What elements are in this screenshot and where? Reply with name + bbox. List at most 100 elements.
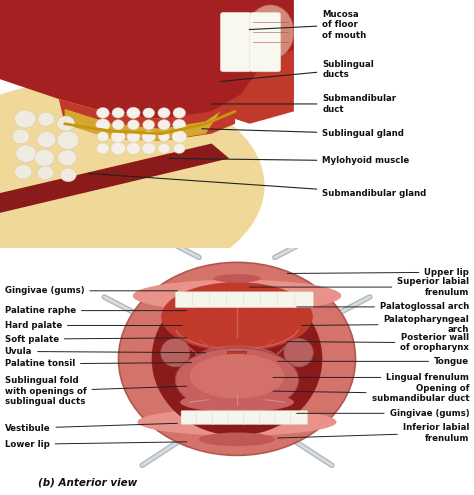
Ellipse shape bbox=[161, 282, 313, 351]
Ellipse shape bbox=[161, 339, 190, 367]
Text: Vestibule: Vestibule bbox=[5, 423, 177, 433]
FancyBboxPatch shape bbox=[227, 292, 245, 308]
Circle shape bbox=[158, 132, 170, 142]
Ellipse shape bbox=[194, 346, 280, 375]
Polygon shape bbox=[228, 351, 246, 369]
Text: Soft palate: Soft palate bbox=[5, 335, 187, 344]
Circle shape bbox=[15, 165, 32, 179]
Circle shape bbox=[60, 168, 76, 182]
Ellipse shape bbox=[180, 392, 294, 412]
Text: Lower lip: Lower lip bbox=[5, 440, 187, 449]
FancyBboxPatch shape bbox=[175, 292, 194, 308]
Circle shape bbox=[158, 108, 170, 118]
Text: Upper lip: Upper lip bbox=[287, 268, 469, 277]
Circle shape bbox=[143, 120, 155, 130]
FancyBboxPatch shape bbox=[259, 411, 276, 425]
FancyBboxPatch shape bbox=[192, 292, 211, 308]
Circle shape bbox=[143, 108, 155, 118]
Text: Mylohyoid muscle: Mylohyoid muscle bbox=[169, 156, 410, 165]
Ellipse shape bbox=[190, 354, 284, 398]
Circle shape bbox=[38, 112, 55, 126]
FancyBboxPatch shape bbox=[210, 292, 228, 308]
Circle shape bbox=[16, 145, 36, 162]
FancyBboxPatch shape bbox=[291, 411, 308, 425]
Ellipse shape bbox=[133, 280, 341, 312]
Circle shape bbox=[173, 119, 186, 130]
Ellipse shape bbox=[213, 274, 261, 283]
FancyBboxPatch shape bbox=[181, 411, 198, 425]
Circle shape bbox=[111, 143, 126, 154]
Text: Superior labial
frenulum: Superior labial frenulum bbox=[249, 277, 469, 297]
FancyBboxPatch shape bbox=[278, 292, 296, 308]
Text: Sublingual fold
with openings of
sublingual ducts: Sublingual fold with openings of subling… bbox=[5, 376, 187, 406]
Ellipse shape bbox=[137, 408, 337, 436]
Circle shape bbox=[37, 166, 54, 180]
Circle shape bbox=[35, 149, 55, 166]
Text: Submandibular
duct: Submandibular duct bbox=[211, 94, 396, 114]
Ellipse shape bbox=[152, 282, 322, 436]
Polygon shape bbox=[0, 0, 294, 119]
Text: Mucosa
of floor
of mouth: Mucosa of floor of mouth bbox=[249, 10, 366, 40]
FancyBboxPatch shape bbox=[244, 292, 262, 308]
Circle shape bbox=[57, 116, 75, 131]
FancyBboxPatch shape bbox=[275, 411, 292, 425]
FancyBboxPatch shape bbox=[295, 292, 313, 308]
Polygon shape bbox=[64, 109, 220, 141]
Circle shape bbox=[97, 107, 109, 118]
Text: Hard palate: Hard palate bbox=[5, 321, 182, 330]
Polygon shape bbox=[0, 144, 229, 213]
Circle shape bbox=[142, 143, 155, 154]
Text: Gingivae (gums): Gingivae (gums) bbox=[297, 409, 469, 418]
Text: Palatopharyngeal
arch: Palatopharyngeal arch bbox=[301, 314, 469, 334]
Circle shape bbox=[97, 132, 109, 142]
Polygon shape bbox=[211, 50, 294, 124]
Circle shape bbox=[96, 119, 110, 131]
Text: Lingual frenulum: Lingual frenulum bbox=[273, 373, 469, 382]
Text: Inferior labial
frenulum: Inferior labial frenulum bbox=[278, 423, 469, 443]
FancyBboxPatch shape bbox=[244, 411, 261, 425]
Circle shape bbox=[15, 110, 36, 128]
Text: Sublingual
ducts: Sublingual ducts bbox=[221, 59, 374, 81]
Circle shape bbox=[173, 144, 185, 153]
FancyBboxPatch shape bbox=[197, 411, 214, 425]
Circle shape bbox=[127, 143, 140, 154]
FancyBboxPatch shape bbox=[212, 411, 229, 425]
Text: Tongue: Tongue bbox=[278, 357, 469, 366]
Circle shape bbox=[111, 131, 125, 143]
Circle shape bbox=[37, 132, 56, 148]
Ellipse shape bbox=[175, 347, 299, 412]
Circle shape bbox=[172, 131, 187, 143]
FancyBboxPatch shape bbox=[220, 12, 251, 72]
Circle shape bbox=[12, 129, 29, 144]
Ellipse shape bbox=[118, 262, 356, 455]
Text: Uvula: Uvula bbox=[5, 347, 206, 356]
Circle shape bbox=[127, 107, 140, 118]
Circle shape bbox=[158, 144, 170, 153]
Ellipse shape bbox=[0, 80, 264, 291]
Text: Palatine raphe: Palatine raphe bbox=[5, 306, 187, 315]
FancyBboxPatch shape bbox=[250, 12, 281, 72]
Circle shape bbox=[112, 120, 124, 130]
Circle shape bbox=[57, 131, 79, 149]
FancyBboxPatch shape bbox=[228, 411, 245, 425]
Text: Posterior wall
of oropharynx: Posterior wall of oropharynx bbox=[287, 333, 469, 352]
Circle shape bbox=[128, 120, 139, 130]
Circle shape bbox=[158, 120, 170, 130]
Polygon shape bbox=[59, 99, 235, 141]
Polygon shape bbox=[241, 59, 288, 69]
Text: Sublingual gland: Sublingual gland bbox=[202, 129, 404, 138]
Ellipse shape bbox=[199, 433, 275, 446]
Circle shape bbox=[58, 150, 77, 166]
Text: Palatine tonsil: Palatine tonsil bbox=[5, 359, 191, 368]
Circle shape bbox=[112, 108, 124, 118]
Text: (b) Anterior view: (b) Anterior view bbox=[38, 478, 137, 488]
Text: Opening of
submandibular duct: Opening of submandibular duct bbox=[273, 384, 469, 403]
Circle shape bbox=[142, 131, 155, 143]
Text: Palatoglossal arch: Palatoglossal arch bbox=[297, 302, 469, 311]
Ellipse shape bbox=[284, 339, 313, 367]
Ellipse shape bbox=[247, 5, 294, 59]
FancyBboxPatch shape bbox=[261, 292, 279, 308]
Circle shape bbox=[97, 143, 109, 154]
Text: Gingivae (gums): Gingivae (gums) bbox=[5, 286, 177, 296]
Circle shape bbox=[173, 107, 185, 118]
